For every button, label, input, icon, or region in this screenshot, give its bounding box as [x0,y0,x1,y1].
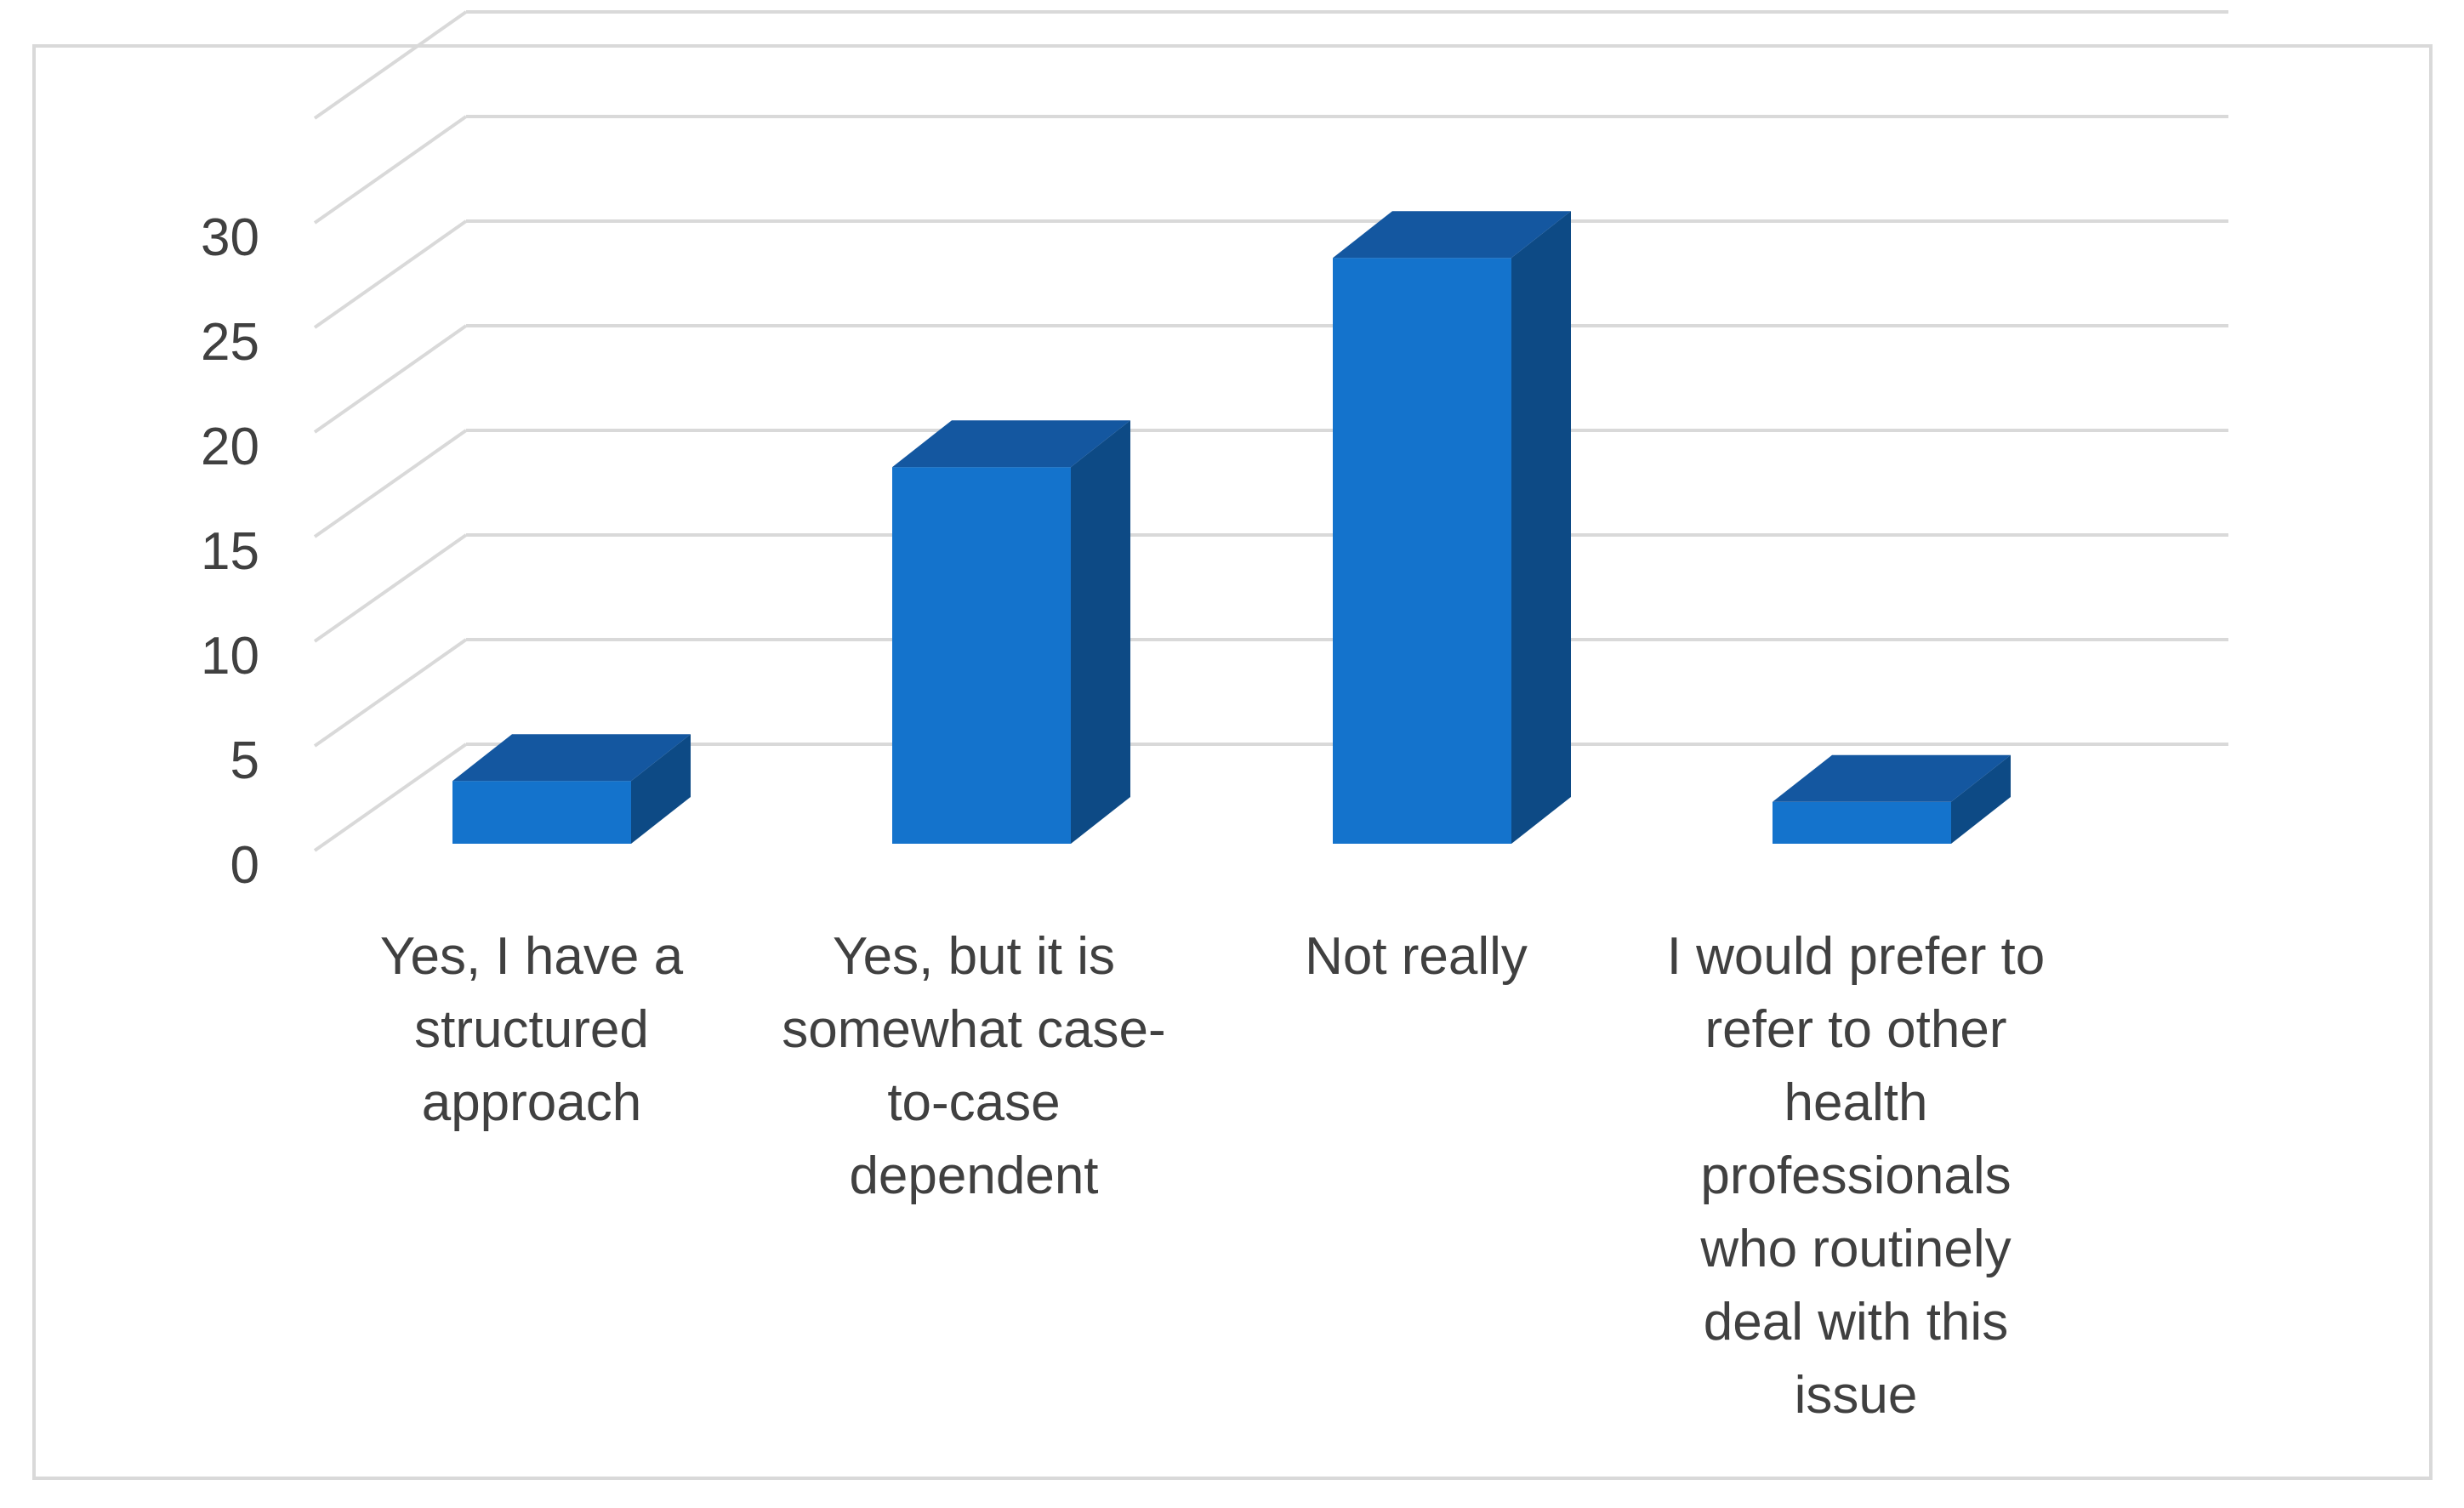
gridline-side-35 [313,10,468,120]
bar-top-4 [1773,754,2011,802]
bar-side-4 [1951,754,2011,844]
y-tick-label-20: 20 [201,418,259,476]
bar-front-4 [1773,801,1951,844]
x-category-label-3: Not really [1305,927,1528,986]
gridline-side-25 [313,219,468,329]
bar-side-3 [1511,211,1571,844]
bars [452,211,2011,844]
x-category-label-1: Yes, I have a structured approach [380,927,684,1132]
chart-frame [32,44,2433,1480]
x-category-label-2: Yes, but it is somewhat case-to-case depen… [782,927,1165,1205]
gridlines [313,10,2228,852]
y-tick-label-30: 30 [201,208,259,267]
y-tick-label-5: 5 [230,731,259,790]
bar-3 [1333,211,1571,844]
gridline-side-15 [313,429,468,538]
gridline-side-5 [313,638,468,748]
y-tick-label-15: 15 [201,522,259,581]
x-category-label-4: I would prefer to refer to other health pro… [1667,927,2046,1425]
gridline-side-30 [313,115,468,225]
bar-front-3 [1333,258,1511,844]
y-tick-label-25: 25 [201,313,259,372]
bar-side-2 [1071,420,1130,844]
x-axis-category-labels: Yes, I have a structured approach Yes, but … [380,927,2045,1425]
bar-2 [892,420,1130,844]
bar-top-2 [892,420,1130,468]
gridline-side-10 [313,533,468,643]
y-tick-label-0: 0 [230,836,259,895]
bar-side-1 [631,734,691,844]
bar-front-2 [892,467,1071,844]
bar-top-3 [1333,211,1571,259]
y-axis-tick-labels: 0 5 10 15 20 25 30 [201,208,259,895]
bar-top-1 [452,734,691,782]
bar-front-1 [452,781,631,844]
gridline-side-0 [313,743,468,852]
gridline-side-20 [313,324,468,434]
bar-1 [452,734,691,844]
bar-4 [1773,754,2011,844]
y-tick-label-10: 10 [201,627,259,686]
